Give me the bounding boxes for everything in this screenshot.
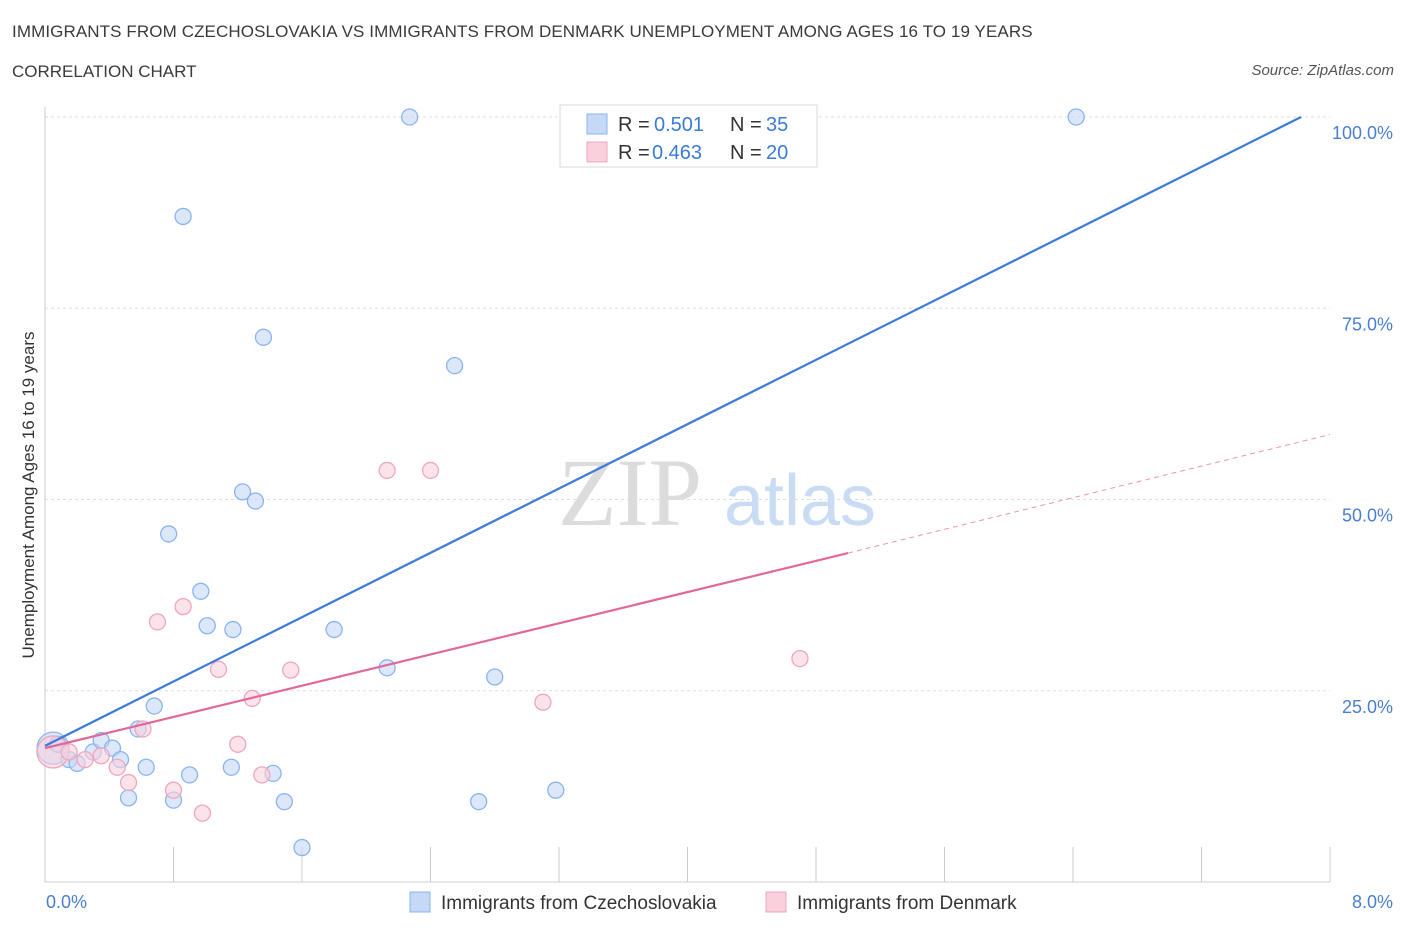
point-czechoslovakia-19: [224, 620, 242, 639]
trend-line-extension-denmark: [848, 433, 1331, 554]
legend-n-label-1: N =: [730, 142, 762, 164]
trend-line-denmark: [44, 551, 849, 750]
point-czechoslovakia-18: [222, 758, 240, 776]
chart-title: IMMIGRANTS FROM CZECHOSLOVAKIA VS IMMIGR…: [12, 22, 1033, 41]
point-czechoslovakia-11: [145, 697, 163, 715]
point-denmark-11: [209, 660, 228, 678]
legend-swatch-czechoslovakia: [586, 113, 608, 135]
point-denmark-2: [76, 750, 94, 769]
x-tick-label-left: 0.0%: [46, 892, 87, 912]
point-czechoslovakia-14: [174, 207, 192, 226]
source-label: Source: ZipAtlas.com: [1251, 62, 1394, 79]
watermark: ZIP atlas: [558, 439, 876, 546]
y-axis-label: Unemployment Among Ages 16 to 19 years: [19, 332, 38, 659]
point-denmark-10: [193, 804, 212, 822]
point-czechoslovakia-8: [119, 789, 138, 807]
bottom-legend-swatch-czechoslovakia: [409, 891, 431, 913]
point-czechoslovakia-21: [246, 492, 265, 510]
stats-legend: R = 0.501 N = 35 R = 0.463 N = 20: [559, 104, 818, 168]
grid: [45, 116, 1330, 692]
point-czechoslovakia-15: [180, 766, 199, 784]
y-tick-label-0: 25.0%: [1342, 697, 1393, 717]
watermark-atlas: atlas: [724, 461, 876, 541]
legend-swatch-denmark: [586, 141, 608, 163]
legend-r-label-0: R =: [618, 114, 650, 136]
legend-r-label-1: R =: [618, 142, 650, 164]
point-czechoslovakia-28: [400, 108, 419, 126]
trend-lines: [44, 116, 1331, 750]
point-czechoslovakia-31: [486, 668, 504, 686]
point-czechoslovakia-27: [378, 659, 396, 677]
legend-n-value-1: 20: [766, 142, 788, 164]
point-denmark-3: [92, 747, 110, 765]
point-czechoslovakia-20: [233, 483, 252, 501]
point-denmark-14: [253, 766, 271, 784]
point-czechoslovakia-24: [275, 793, 293, 811]
point-denmark-18: [534, 693, 552, 711]
point-denmark-16: [378, 461, 396, 480]
point-czechoslovakia-32: [547, 781, 565, 799]
legend-r-value-0: 0.501: [654, 114, 704, 136]
point-denmark-12: [229, 735, 247, 753]
legend-r-value-1: 0.463: [652, 142, 702, 164]
trend-line-czechoslovakia: [44, 116, 1302, 747]
point-czechoslovakia-30: [470, 793, 488, 811]
point-denmark-9: [174, 597, 192, 616]
point-czechoslovakia-16: [192, 582, 210, 600]
point-czechoslovakia-12: [160, 525, 178, 543]
legend-n-label-0: N =: [730, 114, 762, 136]
point-czechoslovakia-22: [254, 328, 273, 346]
point-denmark-8: [164, 781, 183, 799]
point-denmark-5: [119, 773, 138, 792]
x-tick-label-right: 8.0%: [1352, 892, 1393, 912]
point-czechoslovakia-25: [293, 838, 311, 857]
point-denmark-19: [791, 649, 809, 668]
tick-labels: 25.0% 50.0% 75.0% 100.0% 0.0% 8.0%: [46, 123, 1393, 912]
point-czechoslovakia-29: [445, 356, 464, 375]
y-tick-label-3: 100.0%: [1332, 123, 1393, 143]
bottom-legend-swatch-denmark: [765, 891, 787, 913]
bottom-legend-label-czechoslovakia: Immigrants from Czechoslovakia: [441, 893, 717, 914]
series-legend: Immigrants from Czechoslovakia Immigrant…: [409, 891, 1017, 914]
point-denmark-4: [108, 758, 126, 776]
point-denmark-7: [148, 613, 167, 631]
y-tick-label-2: 75.0%: [1342, 314, 1393, 334]
bottom-legend-label-denmark: Immigrants from Denmark: [797, 893, 1017, 914]
legend-n-value-0: 35: [766, 114, 788, 136]
point-czechoslovakia-26: [325, 620, 343, 639]
point-denmark-15: [282, 661, 300, 679]
watermark-zip: ZIP: [558, 439, 702, 546]
point-denmark-17: [421, 461, 440, 480]
y-tick-label-1: 50.0%: [1342, 506, 1393, 526]
point-czechoslovakia-17: [198, 617, 216, 635]
point-denmark-1: [60, 743, 78, 761]
chart-subtitle: CORRELATION CHART: [12, 62, 197, 81]
point-czechoslovakia-33: [1067, 108, 1085, 126]
point-czechoslovakia-10: [137, 758, 155, 776]
